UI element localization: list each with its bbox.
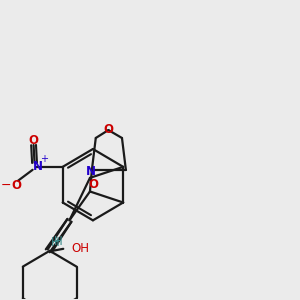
Text: H: H <box>51 236 60 249</box>
Text: O: O <box>103 123 113 136</box>
Text: +: + <box>40 154 48 164</box>
Text: O: O <box>89 178 99 191</box>
Text: −: − <box>1 179 12 192</box>
Text: N: N <box>86 165 96 178</box>
Text: O: O <box>28 134 39 147</box>
Text: H: H <box>54 236 63 248</box>
Text: N: N <box>32 160 43 173</box>
Text: OH: OH <box>71 242 89 255</box>
Text: O: O <box>11 179 21 192</box>
